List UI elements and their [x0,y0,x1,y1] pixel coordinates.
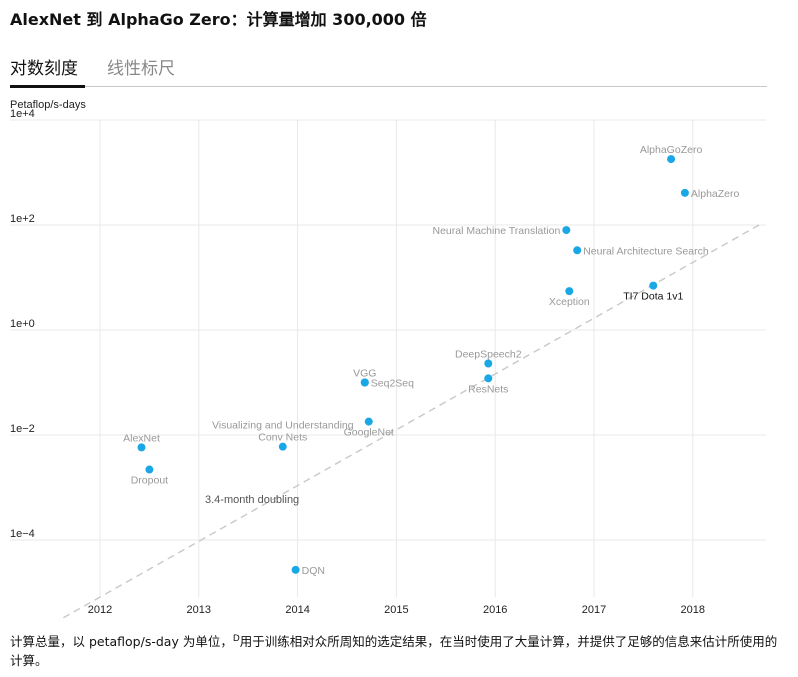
point-dropout[interactable] [145,465,154,474]
point-label-neural-machine-translation: Neural Machine Translation [433,225,561,237]
point-xception[interactable] [565,287,574,296]
point-label-resnets: ResNets [468,383,508,395]
y-tick-label: 1e+0 [10,318,35,330]
point-resnets[interactable] [484,374,493,383]
point-label-dqn: DQN [302,565,325,577]
point-label-alphazero: AlphaZero [691,188,740,200]
point-label-neural-architecture-search: Neural Architecture Search [583,245,709,257]
point-seq2seq[interactable] [360,378,369,387]
point-neural-machine-translation[interactable] [562,226,571,235]
point-label-alexnet: AlexNet [123,432,160,444]
x-tick-label: 2017 [582,604,606,616]
y-tick-label: 1e+4 [10,108,35,120]
point-label-line: Conv Nets [258,432,307,444]
y-tick-label: 1e−2 [10,423,35,435]
point-label-xception: Xception [549,296,590,308]
point-dqn[interactable] [291,565,300,574]
chart-title: AlexNet 到 AlphaGo Zero：计算量增加 300,000 倍 [10,10,427,29]
point-label-seq2seq: Seq2Seq [371,378,414,390]
point-label-vgg: VGG [353,368,376,380]
point-ti7-dota-1v1[interactable] [649,281,658,290]
x-tick-label: 2018 [681,604,705,616]
chart-caption: 计算总量，以 petaflop/s-day 为单位，D用于训练相对众所周知的选定… [10,630,780,670]
caption-text-after: 用于训练相对众所周知的选定结果，在当时使用了大量计算，并提供了足够的信息来估计所… [10,634,778,669]
scale-tabs: 对数刻度 线性标尺 [10,50,767,88]
point-neural-architecture-search[interactable] [573,246,582,255]
point-alphazero[interactable] [680,188,689,197]
point-label-visualizing-and-understanding-conv-nets: Visualizing and Understanding Conv Nets [212,420,354,444]
point-visualizing-and-understanding-conv-nets[interactable] [278,442,287,451]
point-label-alphagozero: AlphaGoZero [640,144,703,156]
x-tick-label: 2013 [187,604,211,616]
active-tab-indicator [10,85,85,88]
x-tick-label: 2016 [483,604,507,616]
trend-label: 3.4-month doubling [205,494,299,506]
point-alexnet[interactable] [137,443,146,452]
y-tick-label: 1e−4 [10,528,35,540]
x-tick-label: 2015 [384,604,408,616]
x-tick-label: 2012 [88,604,112,616]
point-label-line: Visualizing and Understanding [212,420,354,432]
y-tick-label: 1e+2 [10,213,35,225]
point-deepspeech2[interactable] [484,359,493,368]
point-label-deepspeech2: DeepSpeech2 [455,349,522,361]
x-tick-label: 2014 [285,604,309,616]
point-label-ti7-dota-1v1: TI7 Dota 1v1 [623,291,683,303]
trend-line [57,222,763,620]
tab-linear-scale[interactable]: 线性标尺 [107,59,175,79]
caption-text-before: 计算总量，以 petaflop/s-day 为单位， [10,634,233,650]
caption-superscript: D [232,634,240,644]
point-label-googlenet: GoogleNet [344,427,394,439]
tab-log-scale[interactable]: 对数刻度 [10,59,78,79]
point-label-dropout: Dropout [131,475,168,487]
point-alphagozero[interactable] [667,155,676,164]
y-axis-label: Petaflop/s-days [10,99,86,111]
point-googlenet[interactable] [364,417,373,426]
